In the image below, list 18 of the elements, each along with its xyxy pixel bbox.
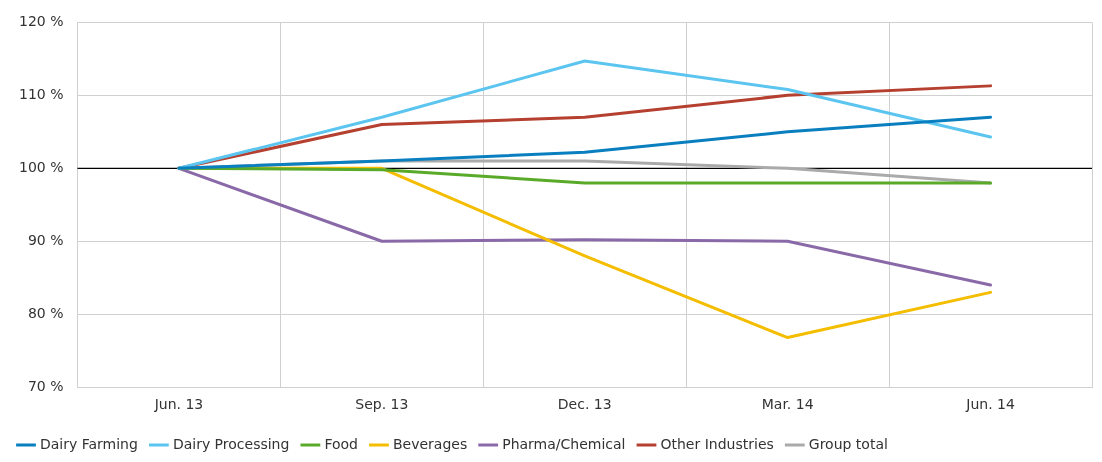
legend-label: Other Industries bbox=[660, 435, 774, 452]
y-tick-label: 100 % bbox=[18, 158, 64, 175]
x-tick-label: Jun. 14 bbox=[965, 396, 1015, 413]
x-tick-label: Mar. 14 bbox=[761, 396, 814, 413]
x-tick-label: Jun. 13 bbox=[153, 396, 204, 413]
legend-label: Pharma/Chemical bbox=[502, 435, 626, 452]
y-tick-label: 90 % bbox=[27, 231, 64, 248]
x-tick-label: Sep. 13 bbox=[355, 396, 409, 413]
legend-label: Dairy Farming bbox=[40, 435, 138, 452]
legend-label: Group total bbox=[808, 435, 888, 452]
y-tick-label: 110 % bbox=[18, 86, 64, 102]
y-tick-label: 80 % bbox=[27, 304, 64, 321]
legend-label: Food bbox=[324, 435, 358, 452]
y-tick-label: 120 % bbox=[18, 13, 64, 30]
legend-label: Beverages bbox=[392, 435, 468, 452]
x-tick-label: Dec. 13 bbox=[557, 396, 612, 413]
legend-label: Dairy Processing bbox=[172, 435, 290, 452]
y-tick-label: 70 % bbox=[27, 377, 64, 394]
